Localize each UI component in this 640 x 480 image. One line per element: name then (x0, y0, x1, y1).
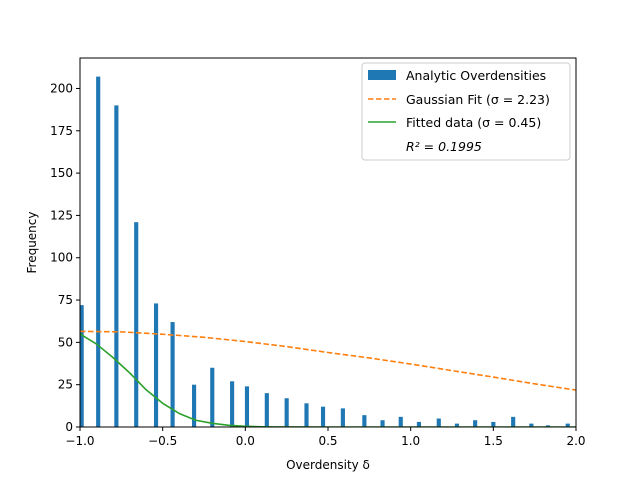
x-tick-label: 0.5 (318, 434, 337, 448)
histogram-bar (545, 425, 550, 427)
x-axis: −1.0 −0.5 0.0 0.5 1.0 1.5 2.0 (65, 427, 586, 448)
legend-bar-swatch (368, 70, 396, 80)
y-tick-label: 125 (50, 208, 73, 222)
histogram-bar (170, 322, 175, 427)
y-tick-label: 175 (50, 124, 73, 138)
x-tick-label: −1.0 (65, 434, 94, 448)
histogram-bar (340, 408, 345, 427)
legend-label-bars: Analytic Overdensities (406, 68, 546, 83)
legend-box (361, 62, 571, 161)
y-tick-label: 200 (50, 81, 73, 95)
y-tick-label: 150 (50, 166, 73, 180)
histogram-bar (210, 367, 215, 427)
histogram-bar (284, 398, 289, 427)
histogram-bar (134, 222, 139, 427)
x-tick-label: 2.0 (566, 434, 585, 448)
legend-label-fitted: Fitted data (σ = 0.45) (406, 115, 541, 130)
x-axis-title: Overdensity δ (286, 458, 370, 472)
histogram-bar (511, 416, 516, 427)
x-tick-label: 1.5 (484, 434, 503, 448)
histogram-bar (473, 420, 478, 427)
x-tick-label: −0.5 (148, 434, 177, 448)
gaussian-fit-line (80, 330, 576, 391)
y-tick-label: 50 (58, 335, 73, 349)
histogram-bar (320, 406, 326, 427)
histogram-bar (380, 420, 385, 427)
histogram-bar (153, 303, 159, 427)
histogram-bar (304, 403, 309, 427)
histogram-bar (114, 105, 119, 427)
y-axis-title: Frequency (25, 212, 39, 274)
r-squared-annotation: R² = 0.1995 (406, 139, 482, 154)
histogram-bar (264, 393, 269, 427)
y-tick-label: 75 (58, 293, 73, 307)
histogram-bar (454, 423, 460, 427)
histogram-bar (436, 418, 441, 427)
x-tick-label: 1.0 (401, 434, 420, 448)
legend: Analytic Overdensities Gaussian Fit (σ =… (361, 62, 571, 161)
histogram-bar (416, 421, 421, 427)
y-axis: 0 25 50 75 100 125 150 175 200 (50, 81, 80, 434)
histogram-bar (565, 423, 570, 427)
y-tick-label: 100 (50, 251, 73, 265)
histogram-bar (529, 423, 534, 427)
y-tick-label: 0 (65, 420, 73, 434)
bars-layer (80, 76, 570, 427)
histogram-bar (362, 415, 367, 427)
histogram-bar (80, 305, 84, 427)
histogram-bar (398, 416, 403, 427)
x-tick-label: 0.0 (236, 434, 255, 448)
legend-label-gaussian: Gaussian Fit (σ = 2.23) (406, 92, 550, 107)
y-tick-label: 25 (58, 378, 73, 392)
histogram-bar (244, 386, 250, 427)
histogram-bar (491, 421, 496, 427)
histogram-bar (96, 76, 101, 427)
histogram-bar (192, 384, 197, 427)
histogram-bar (230, 381, 235, 427)
